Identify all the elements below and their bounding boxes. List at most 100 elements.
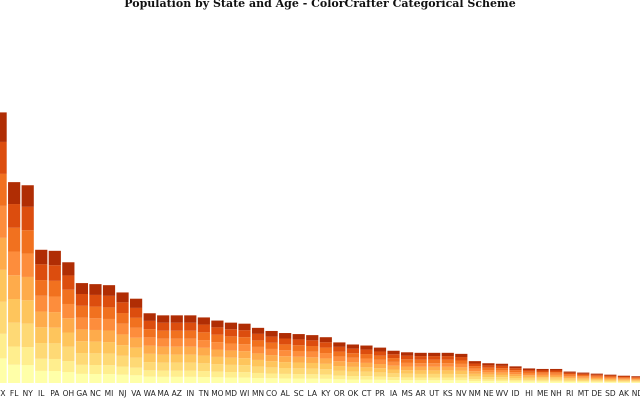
bar-segment-in-6 — [184, 330, 197, 339]
x-tick-label-va: VA — [131, 389, 142, 398]
bar-segment-co-1 — [265, 373, 278, 379]
bar-segment-hi-2 — [522, 378, 536, 381]
bar-segment-sd-1 — [604, 381, 617, 383]
bar-segment-oh-4 — [62, 318, 75, 333]
bar-segment-nh-0 — [550, 381, 563, 383]
bar-segment-id-4 — [509, 374, 522, 377]
bar-segment-ma-6 — [157, 330, 170, 339]
x-tick-label-mi: MI — [105, 389, 114, 398]
bar-segment-al-0 — [279, 378, 292, 383]
bar-segment-ok-1 — [346, 376, 359, 380]
bar-segment-tx-0 — [0, 358, 7, 383]
bar-segment-ma-1 — [157, 370, 170, 377]
bar-segment-co-0 — [265, 378, 278, 383]
bar-segment-tn-8 — [197, 317, 210, 325]
bar-segment-tn-1 — [197, 371, 210, 378]
bar-segment-il-7 — [35, 264, 48, 281]
bar-segment-tx-7 — [0, 141, 7, 174]
bar-segment-ia-4 — [387, 365, 400, 370]
bar-segment-sd-4 — [604, 378, 617, 380]
x-tick-label-oh: OH — [63, 389, 75, 398]
bar-segment-de-4 — [590, 377, 603, 380]
bar-segment-nm-8 — [468, 361, 481, 364]
bar-segment-de-2 — [590, 380, 603, 382]
bar-segment-fl-5 — [8, 251, 21, 276]
bar-segment-wv-7 — [495, 365, 509, 369]
bar-segment-or-7 — [333, 346, 346, 352]
bar-segment-pa-1 — [48, 358, 61, 371]
bar-segment-mo-2 — [211, 364, 224, 372]
x-tick-label-tn: TN — [198, 389, 209, 398]
bar-segment-de-7 — [590, 374, 603, 376]
bar-segment-mi-5 — [102, 318, 116, 331]
bar-segment-ak-8 — [617, 375, 630, 377]
x-tick-label-nv: NV — [456, 389, 468, 398]
bar-segment-ky-5 — [319, 353, 332, 359]
bar-segment-ks-6 — [441, 359, 454, 364]
bar-segment-az-8 — [170, 315, 183, 323]
bar-segment-mi-7 — [102, 295, 116, 308]
bar-segment-ks-8 — [441, 352, 454, 357]
bar-segment-md-3 — [224, 357, 238, 365]
bar-segment-mt-5 — [577, 376, 590, 378]
x-tick-label-fl: FL — [10, 389, 19, 398]
x-tick-label-ct: CT — [362, 389, 372, 398]
bar-segment-fl-6 — [8, 227, 21, 252]
bar-segment-nm-6 — [468, 366, 481, 369]
bar-segment-va-8 — [130, 298, 143, 308]
bar-segment-tx-4 — [0, 237, 7, 270]
bar-segment-ar-6 — [414, 359, 427, 364]
bar-segment-ga-6 — [75, 305, 88, 318]
bar-segment-ri-2 — [563, 379, 576, 381]
bar-segment-ny-0 — [21, 365, 34, 383]
x-tick-label-hi: HI — [525, 389, 533, 398]
bar-segment-ma-7 — [157, 322, 170, 331]
bar-segment-wi-3 — [238, 358, 251, 366]
x-tick-label-mt: MT — [578, 389, 589, 398]
bar-segment-ne-3 — [482, 374, 495, 378]
x-tick-label-pr: PR — [375, 389, 385, 398]
bar-segment-in-3 — [184, 354, 197, 363]
bar-segment-al-7 — [279, 338, 292, 345]
bar-segment-nc-0 — [89, 374, 102, 383]
bar-segment-ky-0 — [319, 378, 332, 383]
bar-segment-tn-0 — [197, 377, 210, 383]
bar-segment-ky-6 — [319, 347, 332, 354]
bar-segment-wa-4 — [143, 345, 156, 354]
bar-segment-ct-5 — [360, 358, 373, 363]
x-tick-label-sd: SD — [605, 389, 616, 398]
bar-segment-ok-6 — [346, 353, 359, 358]
bar-segment-md-0 — [224, 377, 238, 383]
x-tick-label-nm: NM — [469, 389, 481, 398]
bar-segment-pr-4 — [373, 364, 387, 369]
bar-segment-nc-5 — [89, 318, 102, 330]
bar-segment-nc-4 — [89, 329, 102, 342]
bar-segment-nj-1 — [116, 366, 129, 375]
bar-segment-la-4 — [306, 357, 319, 363]
bar-segment-oh-8 — [62, 262, 75, 276]
bar-segment-pr-0 — [373, 379, 387, 383]
bar-segment-ny-2 — [21, 323, 34, 348]
bar-segment-nv-3 — [455, 370, 468, 375]
bar-segment-ks-2 — [441, 373, 454, 378]
bar-segment-ny-7 — [21, 206, 34, 231]
bar-segment-nc-1 — [89, 365, 102, 375]
bar-segment-nj-3 — [116, 345, 129, 356]
bar-segment-tn-4 — [197, 347, 210, 356]
bar-segment-ks-5 — [441, 363, 454, 367]
bar-segment-wi-2 — [238, 365, 251, 373]
bar-segment-hi-7 — [522, 370, 536, 372]
bar-segment-sc-4 — [292, 356, 305, 363]
bar-segment-me-6 — [536, 372, 549, 374]
x-tick-label-ak: AK — [619, 389, 630, 398]
bar-segment-sc-1 — [292, 374, 305, 379]
x-tick-label-co: CO — [266, 389, 277, 398]
bar-segment-wa-6 — [143, 329, 156, 338]
bar-segment-wi-5 — [238, 344, 251, 352]
bar-segment-ri-7 — [563, 372, 576, 375]
bar-segment-sd-3 — [604, 379, 617, 381]
bar-segment-sd-5 — [604, 377, 617, 379]
bar-segment-nv-8 — [455, 353, 468, 358]
bar-segment-tn-6 — [197, 332, 210, 341]
bar-segment-nj-0 — [116, 374, 129, 383]
